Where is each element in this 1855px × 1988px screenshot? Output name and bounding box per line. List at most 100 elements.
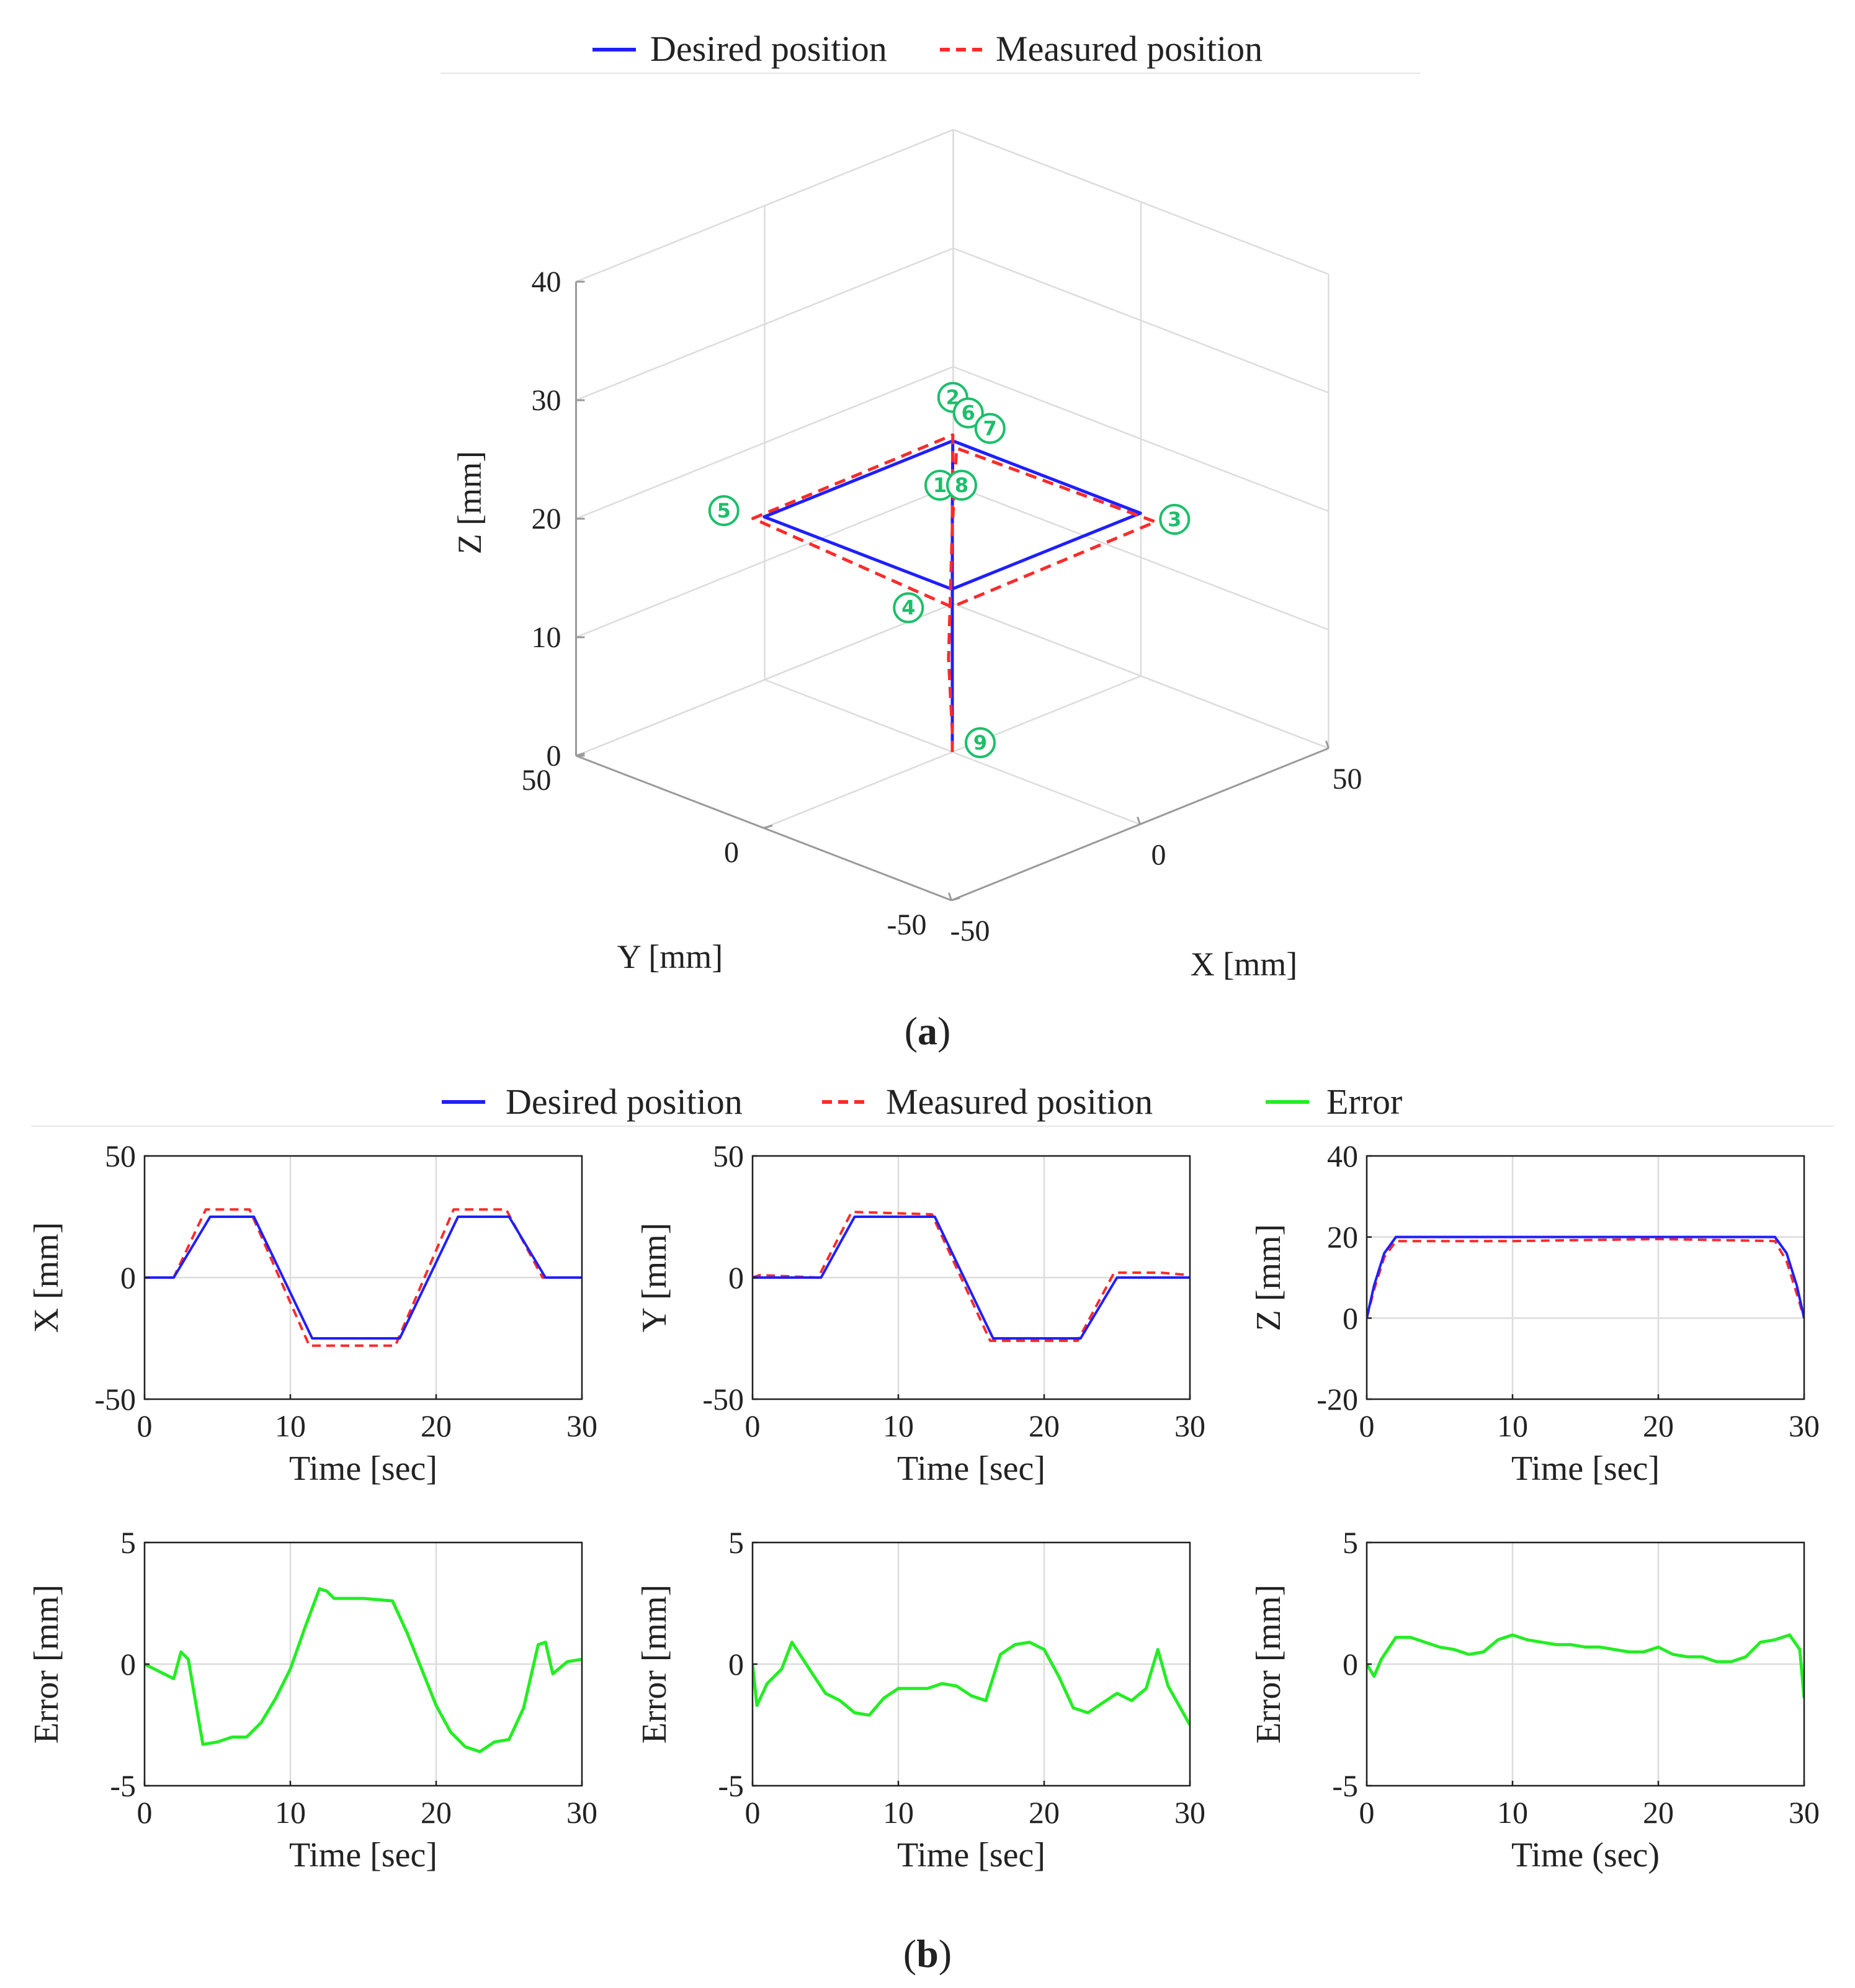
legend-b-measured-label: Measured position bbox=[886, 1081, 1153, 1122]
panel-b-letter: b bbox=[916, 1932, 939, 1976]
waypoint-marker-circle bbox=[946, 470, 977, 501]
y-tick-label: -5 bbox=[718, 1768, 744, 1803]
y-tick-label: -50 bbox=[702, 1382, 744, 1417]
wall-yz-gridline-z bbox=[953, 128, 1329, 275]
y-tick-label: 0 bbox=[728, 1260, 744, 1295]
waypoint-marker-number: 5 bbox=[717, 499, 731, 522]
y-tick-label: 20 bbox=[1327, 1220, 1358, 1255]
x-tick-label: 0 bbox=[1359, 1795, 1375, 1830]
y-tick-mark bbox=[763, 825, 773, 829]
x-axis-title: Time [sec] bbox=[289, 1836, 437, 1874]
waypoint-marker-number: 1 bbox=[933, 473, 947, 497]
y-tick-label: 50 bbox=[713, 1139, 744, 1173]
y-tick-label: -5 bbox=[110, 1768, 136, 1803]
x-tick-label: -50 bbox=[950, 915, 990, 947]
panel-a-3d-chart: Desired position Measured position 01020… bbox=[440, 29, 1421, 1053]
y-tick-label: 5 bbox=[728, 1525, 744, 1560]
panel-a-label: (a) bbox=[905, 1009, 951, 1053]
desired-line bbox=[753, 1216, 1190, 1340]
wall-yz-gridline-z bbox=[953, 484, 1329, 631]
x-tick-label: 30 bbox=[1174, 1408, 1205, 1443]
x-tick-label: 10 bbox=[1497, 1408, 1528, 1443]
waypoint-marker: 7 bbox=[974, 413, 1006, 444]
legend-a-desired-label: Desired position bbox=[650, 29, 887, 69]
x-tick-label: 0 bbox=[1359, 1408, 1375, 1443]
x-tick-label: 20 bbox=[421, 1795, 452, 1830]
x-tick-label: 20 bbox=[1029, 1795, 1060, 1830]
y-axis-title: Error [mm] bbox=[27, 1585, 66, 1744]
x-tick-label: 20 bbox=[1029, 1408, 1060, 1443]
wall-xz-gridline-z bbox=[576, 602, 954, 757]
y-tick-label: -50 bbox=[94, 1382, 136, 1417]
waypoint-marker-number: 6 bbox=[962, 401, 975, 425]
y-tick-label: 0 bbox=[120, 1647, 136, 1681]
waypoint-marker-circle bbox=[1159, 504, 1191, 535]
y-axis-title: Z [mm] bbox=[1249, 1224, 1288, 1332]
y-axis-title: Error [mm] bbox=[1249, 1585, 1288, 1744]
panel-a-paren-open: ( bbox=[905, 1009, 918, 1053]
x-tick-label: 20 bbox=[1643, 1795, 1674, 1830]
x-tick-label: 10 bbox=[883, 1795, 914, 1830]
waypoint-marker-circle bbox=[708, 495, 740, 526]
y-tick-label: 40 bbox=[1327, 1139, 1358, 1173]
y-tick-label: 5 bbox=[1343, 1525, 1358, 1560]
y-axis-title: Error [mm] bbox=[635, 1585, 674, 1744]
x-tick-label: 10 bbox=[275, 1795, 306, 1830]
x-axis-title: Time (sec) bbox=[1511, 1836, 1660, 1874]
x-axis-title: Time [sec] bbox=[289, 1449, 437, 1488]
error-line bbox=[753, 1641, 1190, 1726]
y-tick-label: 0 bbox=[1343, 1647, 1358, 1681]
y-tick-label: -20 bbox=[1316, 1382, 1358, 1417]
y-axis-title: Y [mm] bbox=[617, 938, 723, 975]
desired-line bbox=[145, 1216, 582, 1340]
panel-b-paren-close: ) bbox=[939, 1932, 952, 1976]
panel-b-paren-open: ( bbox=[903, 1932, 916, 1976]
wall-xz-gridline-z bbox=[576, 484, 954, 638]
x-tick-label: 10 bbox=[883, 1408, 914, 1443]
x-tick-label: 50 bbox=[1333, 763, 1362, 795]
x-tick-mark bbox=[1137, 817, 1141, 825]
x-tick-label: 0 bbox=[745, 1795, 761, 1830]
y-tick-label: 0 bbox=[120, 1260, 136, 1295]
x-axis-title: Time [sec] bbox=[1511, 1449, 1660, 1488]
x-tick-label: 30 bbox=[1789, 1408, 1820, 1443]
waypoint-marker: 5 bbox=[708, 495, 740, 526]
wall-yz-gridline-z bbox=[953, 247, 1329, 394]
x-tick-label: 0 bbox=[1151, 839, 1166, 872]
x-tick-label: 20 bbox=[1643, 1408, 1674, 1443]
waypoint-marker-circle bbox=[952, 397, 984, 429]
x-tick-mark bbox=[948, 892, 952, 901]
x-tick-mark bbox=[1325, 740, 1330, 749]
x-tick-label: 30 bbox=[566, 1795, 597, 1830]
panel-a-paren-close: ) bbox=[937, 1009, 950, 1053]
axes3d-series bbox=[751, 433, 1158, 753]
x-tick-label: 20 bbox=[421, 1408, 452, 1443]
y-tick-label: 0 bbox=[728, 1647, 744, 1681]
x-tick-label: 0 bbox=[745, 1408, 761, 1443]
axes3d-frame bbox=[575, 280, 1330, 902]
x-tick-label: 10 bbox=[1497, 1795, 1528, 1830]
waypoint-marker: 6 bbox=[952, 397, 984, 429]
y-axis-title: Y [mm] bbox=[635, 1223, 674, 1333]
wall-yz-gridline-z bbox=[953, 365, 1329, 513]
z-axis-title: Z [mm] bbox=[451, 451, 488, 554]
desired-line bbox=[1367, 1235, 1804, 1319]
measured-path-3d bbox=[751, 433, 1158, 753]
error-line bbox=[1367, 1633, 1804, 1699]
y-tick-label: 50 bbox=[105, 1139, 136, 1173]
x-tick-label: 30 bbox=[566, 1408, 597, 1443]
z-tick-label: 30 bbox=[532, 384, 561, 417]
x-tick-label: 10 bbox=[275, 1408, 306, 1443]
waypoint-marker-circle bbox=[965, 727, 996, 758]
subplot-frame bbox=[1366, 1155, 1805, 1400]
y-tick-label: 0 bbox=[1343, 1301, 1358, 1335]
z-tick-label: 40 bbox=[532, 266, 561, 298]
panel-b-label: (b) bbox=[903, 1932, 952, 1976]
